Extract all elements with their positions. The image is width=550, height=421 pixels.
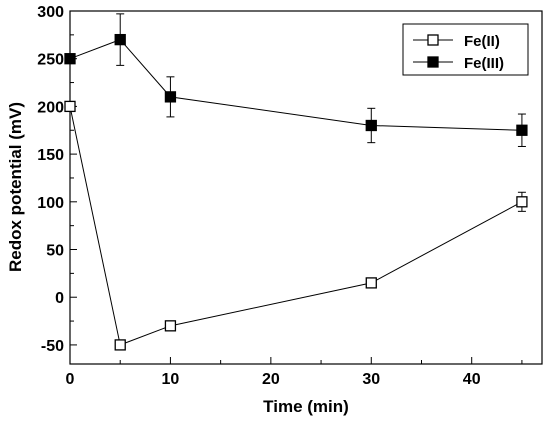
y-tick-label: 250 bbox=[37, 52, 64, 69]
y-tick-label: 300 bbox=[37, 4, 64, 21]
y-tick-label: 50 bbox=[46, 243, 64, 260]
data-point-fe-ii bbox=[365, 277, 377, 289]
y-tick-label: 200 bbox=[37, 99, 64, 116]
y-tick-label: -50 bbox=[41, 338, 64, 355]
y-tick-label: 150 bbox=[37, 147, 64, 164]
x-axis: 0 10 20 30 40 bbox=[66, 357, 523, 388]
data-point-fe-iii bbox=[64, 53, 76, 65]
legend-label-fe-ii: Fe(II) bbox=[464, 33, 500, 50]
series-line-fe-ii bbox=[69, 106, 523, 346]
y-tick-label: 100 bbox=[37, 195, 64, 212]
data-point-fe-iii bbox=[516, 124, 528, 136]
legend-label-fe-iii: Fe(III) bbox=[464, 55, 504, 72]
legend-marker-fe-iii bbox=[427, 56, 439, 68]
data-point-fe-ii bbox=[64, 100, 76, 113]
data-point-fe-ii bbox=[516, 196, 528, 208]
data-point-fe-iii bbox=[365, 119, 377, 132]
data-point-fe-iii bbox=[164, 91, 177, 103]
x-axis-title: Time (min) bbox=[263, 397, 349, 416]
data-point-fe-ii bbox=[114, 339, 126, 351]
x-tick-label: 20 bbox=[262, 371, 280, 388]
x-tick-label: 40 bbox=[463, 371, 481, 388]
legend: Fe(II) Fe(III) bbox=[402, 23, 529, 76]
y-axis-title: Redox potential (mV) bbox=[6, 102, 25, 272]
legend-marker-fe-ii bbox=[427, 34, 439, 46]
data-point-fe-iii bbox=[114, 33, 126, 46]
series-layer bbox=[64, 13, 528, 351]
y-tick-label: 0 bbox=[55, 290, 64, 307]
data-point-fe-ii bbox=[164, 320, 177, 332]
y-axis: -50 0 50 100 150 200 250 300 bbox=[37, 4, 77, 355]
x-tick-label: 10 bbox=[162, 371, 180, 388]
x-tick-label: 30 bbox=[362, 371, 380, 388]
legend-box bbox=[402, 23, 529, 76]
x-tick-label: 0 bbox=[66, 371, 75, 388]
plot-frame bbox=[69, 10, 543, 365]
